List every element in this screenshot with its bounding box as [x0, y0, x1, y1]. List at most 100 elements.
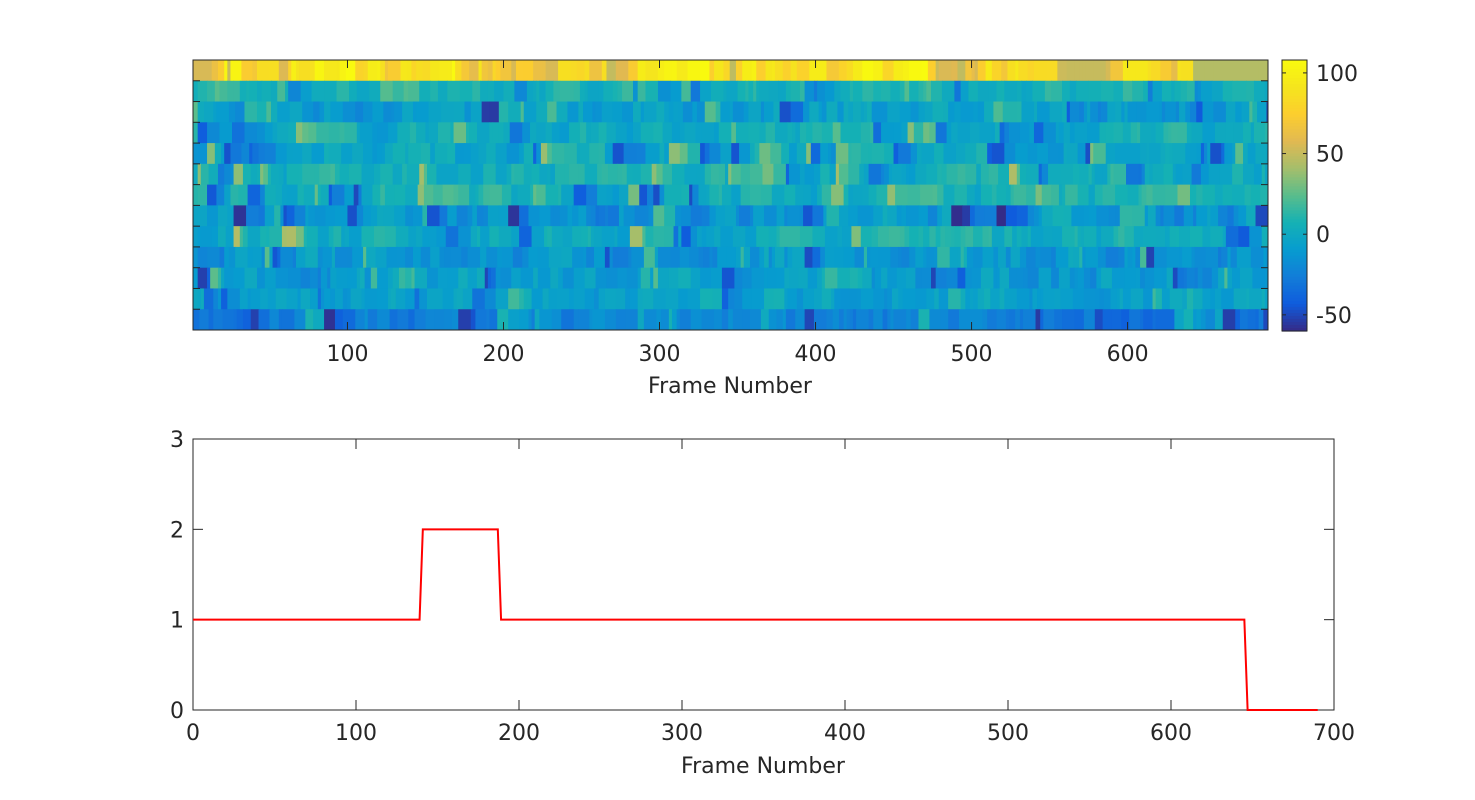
heatmap-cell — [838, 205, 849, 227]
heatmap-cell — [940, 226, 946, 248]
heatmap-cell — [993, 267, 998, 289]
heatmap-cell — [709, 246, 714, 269]
heatmap-cell — [1083, 226, 1097, 248]
heatmap-cell — [1233, 122, 1244, 144]
heatmap-cell — [890, 246, 899, 269]
heatmap-cell — [1058, 122, 1065, 144]
heatmap-cell — [954, 226, 962, 248]
heatmap-cell — [1130, 288, 1144, 310]
heatmap-cell — [200, 226, 213, 248]
heatmap-cell — [1062, 184, 1066, 206]
heatmap-cell — [982, 226, 990, 248]
heatmap-cell — [247, 288, 252, 310]
heatmap-cell — [795, 184, 804, 206]
heatmap-cell — [369, 80, 381, 103]
heatmap-cell — [1005, 184, 1012, 206]
heatmap-cell — [295, 122, 303, 144]
heatmap-cell — [1035, 309, 1041, 331]
heatmap-cell — [1009, 309, 1016, 331]
heatmap-cell — [863, 101, 868, 123]
heatmap-cell — [598, 288, 606, 310]
heatmap-cell — [397, 122, 411, 144]
heatmap-cell — [519, 143, 525, 165]
heatmap-cell — [514, 163, 525, 186]
heatmap-cell — [558, 267, 564, 289]
heatmap-cell — [857, 205, 871, 227]
heatmap-cell — [1185, 101, 1191, 123]
heatmap-cell — [224, 60, 228, 82]
colorbar-band — [1282, 237, 1307, 242]
heatmap-cell — [406, 60, 413, 82]
heatmap-cell — [759, 143, 768, 165]
heatmap-cell — [826, 101, 838, 123]
heatmap-cell — [508, 101, 522, 123]
heatmap-cell — [714, 122, 720, 144]
heatmap-cell — [1169, 143, 1174, 165]
heatmap-cell — [236, 309, 244, 331]
heatmap-cell — [1130, 122, 1138, 144]
heatmap-cell — [536, 122, 547, 144]
heatmap-x-tick-label: 300 — [639, 342, 681, 367]
heatmap-cell — [274, 205, 281, 227]
heatmap-cell — [483, 205, 489, 227]
heatmap-cell — [991, 143, 1005, 165]
heatmap-cell — [629, 288, 639, 310]
heatmap-cell — [1019, 246, 1027, 269]
heatmap-cell — [1101, 267, 1113, 289]
heatmap-cell — [963, 246, 968, 269]
heatmap-cell — [483, 163, 497, 186]
heatmap-cell — [412, 246, 422, 269]
heatmap-cell — [455, 60, 462, 82]
heatmap-cell — [1116, 288, 1121, 310]
heatmap-cell — [217, 226, 227, 248]
heatmap-cell — [622, 101, 634, 123]
heatmap-cell — [957, 122, 971, 144]
heatmap-cell — [256, 163, 261, 186]
heatmap-cell — [739, 143, 751, 165]
colorbar-band — [1282, 297, 1307, 302]
heatmap-cell — [317, 267, 322, 289]
heatmap-cell — [857, 288, 862, 310]
heatmap-cell — [795, 122, 801, 144]
heatmap-cell — [1033, 101, 1038, 123]
heatmap-cell — [214, 143, 222, 165]
heatmap-cell — [601, 163, 609, 186]
heatmap-cell — [1227, 246, 1232, 269]
heatmap-cell — [821, 101, 828, 123]
heatmap-cell — [558, 184, 562, 206]
heatmap-cell — [347, 267, 358, 289]
heatmap-cell — [626, 267, 639, 289]
colorbar-band — [1282, 228, 1307, 233]
heatmap-cell — [1207, 143, 1211, 165]
colorbar-band — [1282, 324, 1307, 329]
colorbar-band — [1282, 120, 1307, 124]
heatmap-cell — [1183, 267, 1188, 289]
heatmap-cell — [542, 60, 547, 82]
heatmap-cell — [1016, 163, 1021, 186]
heatmap-cell — [551, 143, 565, 165]
heatmap-cell — [292, 143, 303, 165]
heatmap-cell — [656, 163, 664, 186]
heatmap-cell — [388, 288, 392, 310]
heatmap-cell — [420, 143, 431, 165]
heatmap-cell — [419, 205, 423, 227]
heatmap-cell — [1026, 163, 1040, 186]
heatmap-cell — [277, 122, 289, 144]
heatmap-cell — [1038, 163, 1043, 186]
heatmap-cell — [1004, 226, 1013, 248]
heatmap-cell — [197, 246, 208, 269]
heatmap-cell — [1002, 101, 1010, 123]
heatmap-cell — [927, 205, 938, 227]
heatmap-cell — [444, 246, 452, 269]
heatmap-cell — [520, 101, 525, 123]
heatmap-cell — [923, 122, 931, 144]
heatmap-cell — [288, 267, 302, 289]
heatmap-cell — [470, 143, 480, 165]
heatmap-cell — [522, 246, 530, 269]
heatmap-cell — [690, 309, 703, 331]
heatmap-cell — [1191, 246, 1196, 269]
heatmap-cell — [684, 163, 698, 186]
heatmap-cell — [962, 205, 971, 227]
heatmap-cell — [272, 122, 278, 144]
heatmap-cell — [970, 309, 984, 331]
